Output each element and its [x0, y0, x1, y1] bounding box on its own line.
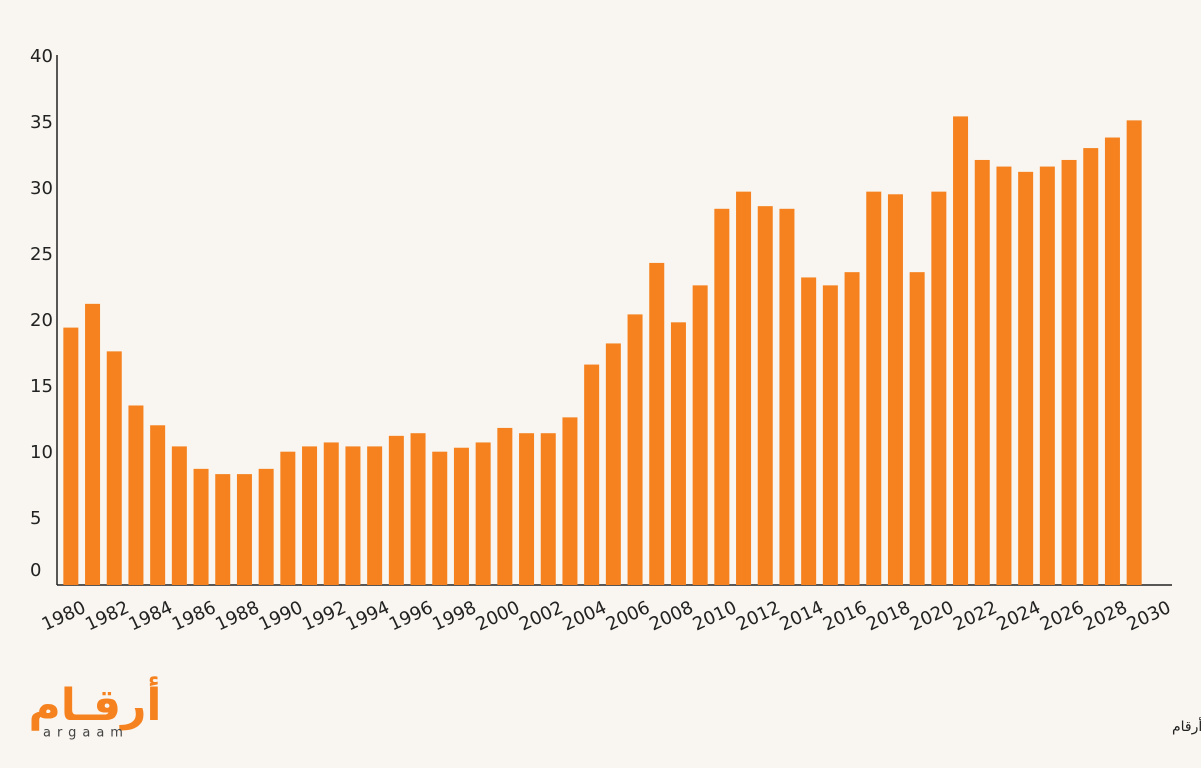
- y-tick-label: 40: [30, 46, 53, 67]
- y-tick-label: 35: [30, 112, 53, 133]
- bar: [519, 433, 535, 585]
- bar: [323, 442, 339, 585]
- bar: [150, 425, 166, 585]
- bar: [584, 364, 600, 585]
- y-tick-label: 25: [30, 244, 53, 265]
- bar: [258, 468, 274, 585]
- bar: [1039, 166, 1055, 585]
- bar: [649, 262, 665, 585]
- bar: [453, 447, 469, 585]
- bar: [1061, 159, 1077, 585]
- bar: [475, 442, 491, 585]
- bar: [171, 446, 187, 585]
- bar: [193, 468, 209, 585]
- bar: [779, 208, 795, 586]
- bar: [887, 194, 903, 585]
- bar: [410, 433, 426, 585]
- bar: [692, 285, 708, 585]
- bar: [605, 343, 621, 585]
- bar: [670, 322, 686, 585]
- bar: [280, 451, 296, 585]
- y-tick-label: 15: [30, 376, 53, 397]
- bar: [822, 285, 838, 585]
- y-tick-label: 20: [30, 310, 53, 331]
- bar: [367, 446, 383, 585]
- bar: [1126, 120, 1142, 586]
- bar: [801, 277, 817, 585]
- bar: [106, 351, 122, 585]
- bar: [757, 206, 773, 585]
- logo-subtext: argaam: [43, 726, 129, 741]
- y-tick-label: 10: [30, 442, 53, 463]
- y-tick-label: 0: [30, 560, 41, 581]
- bar: [953, 116, 969, 586]
- bar: [866, 191, 882, 585]
- bar: [931, 191, 947, 585]
- bar: [1104, 137, 1120, 585]
- bar: [128, 405, 144, 585]
- bar: [562, 417, 578, 585]
- y-tick-label: 30: [30, 178, 53, 199]
- bar: [432, 451, 448, 585]
- bar: [302, 446, 318, 585]
- bar: [497, 427, 513, 585]
- bar: [236, 474, 252, 585]
- y-tick-label: 5: [30, 508, 41, 529]
- bar: [85, 303, 101, 585]
- source: المصدر: رؤية 2030 - التقرير السنوي لعام …: [1172, 717, 1201, 735]
- bar: [996, 166, 1012, 585]
- bar: [388, 435, 404, 585]
- bar: [736, 191, 752, 585]
- bar: [714, 208, 730, 586]
- bar: [1083, 148, 1099, 585]
- bar: [1018, 171, 1034, 585]
- bar: [974, 159, 990, 585]
- bar: [540, 433, 556, 585]
- bar: [844, 272, 860, 585]
- bar: [215, 474, 231, 585]
- bar: [63, 327, 79, 585]
- logo: أرقـام: [28, 676, 161, 731]
- bar: [627, 314, 643, 585]
- bar: [909, 272, 925, 585]
- bar: [345, 446, 361, 585]
